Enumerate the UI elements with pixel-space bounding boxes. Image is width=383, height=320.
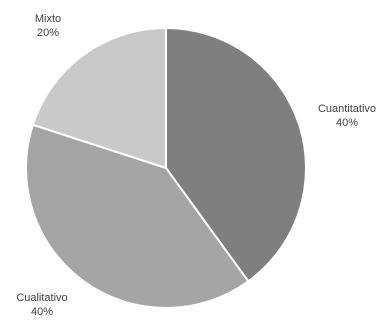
pie-slice-cuantitativo — [165, 26, 307, 283]
pie-labels: Cuantitativo 40% Cualitativo 40% Mixto 20% — [16, 13, 376, 318]
slice-label-cualitativo: Cualitativo 40% — [16, 292, 67, 318]
slice-label-mixto: Mixto 20% — [35, 13, 61, 39]
slice-category-label: Mixto — [35, 13, 61, 25]
slice-label-cuantitativo: Cuantitativo 40% — [318, 103, 376, 129]
slice-category-label: Cualitativo — [16, 292, 67, 304]
slice-category-label: Cuantitativo — [318, 103, 376, 115]
pie-slice-mixto — [31, 26, 167, 170]
pie-slice-cualitativo — [25, 123, 250, 309]
slice-percent-label: 20% — [37, 27, 59, 39]
pie-slices — [25, 26, 307, 309]
slice-percent-label: 40% — [336, 117, 358, 129]
slice-percent-label: 40% — [31, 306, 53, 318]
